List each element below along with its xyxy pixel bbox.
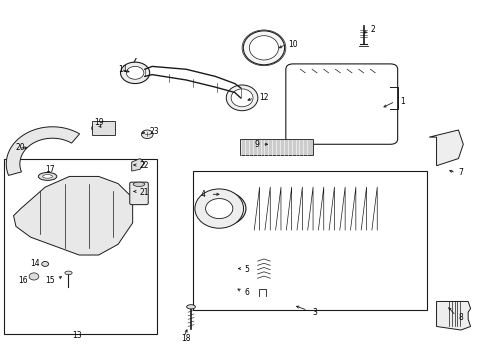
Circle shape — [205, 199, 232, 219]
Bar — [193, 171, 426, 310]
Ellipse shape — [231, 89, 252, 107]
Ellipse shape — [92, 121, 115, 135]
FancyBboxPatch shape — [285, 64, 397, 144]
Text: 12: 12 — [259, 93, 268, 102]
Ellipse shape — [186, 305, 195, 309]
Circle shape — [207, 198, 237, 219]
Text: 4: 4 — [200, 190, 205, 199]
Circle shape — [141, 130, 153, 139]
Circle shape — [120, 62, 149, 84]
Circle shape — [126, 66, 143, 79]
Ellipse shape — [42, 175, 52, 178]
Circle shape — [199, 192, 245, 226]
Ellipse shape — [65, 271, 72, 275]
Text: 14: 14 — [31, 260, 40, 269]
Text: 20: 20 — [16, 143, 25, 152]
Text: 7: 7 — [458, 168, 462, 177]
Text: 3: 3 — [312, 308, 317, 317]
Polygon shape — [428, 130, 462, 166]
Ellipse shape — [195, 189, 243, 228]
Text: 6: 6 — [244, 288, 249, 297]
Ellipse shape — [243, 31, 284, 65]
Circle shape — [29, 273, 39, 280]
Bar — [4, 158, 157, 334]
Text: 9: 9 — [254, 140, 259, 149]
Ellipse shape — [133, 182, 144, 186]
Text: 1: 1 — [399, 97, 404, 106]
Text: 5: 5 — [244, 265, 249, 274]
Text: 10: 10 — [287, 40, 297, 49]
Text: 2: 2 — [370, 26, 375, 35]
Polygon shape — [14, 176, 132, 255]
Ellipse shape — [226, 85, 257, 111]
Text: 18: 18 — [181, 334, 190, 343]
Bar — [239, 139, 312, 155]
Text: 11: 11 — [118, 65, 127, 74]
Ellipse shape — [249, 36, 278, 60]
Text: 19: 19 — [94, 118, 103, 127]
Polygon shape — [436, 301, 469, 330]
Text: 21: 21 — [140, 188, 149, 197]
Text: 23: 23 — [149, 127, 159, 136]
FancyBboxPatch shape — [129, 182, 148, 204]
Polygon shape — [131, 158, 144, 171]
Ellipse shape — [41, 261, 48, 266]
Text: 22: 22 — [140, 161, 149, 170]
Text: 15: 15 — [45, 275, 55, 284]
Text: 17: 17 — [45, 165, 55, 174]
Ellipse shape — [96, 124, 111, 132]
Text: 8: 8 — [458, 313, 462, 322]
Text: 16: 16 — [19, 275, 28, 284]
Polygon shape — [6, 127, 80, 175]
Bar — [92, 121, 115, 135]
Ellipse shape — [38, 172, 57, 180]
Text: 13: 13 — [72, 331, 81, 340]
